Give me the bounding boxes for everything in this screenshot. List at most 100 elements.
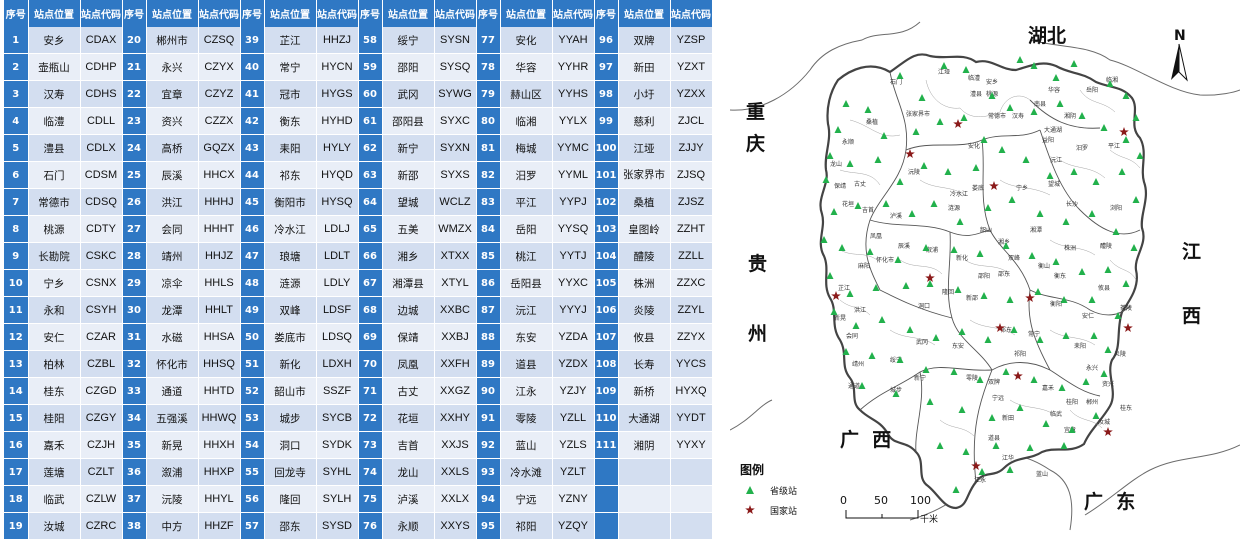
table-row: 4 临澧 CDLL 23 资兴 CZZX 42 衡东 HYHD 61 邵阳县 SYXC 80 临湘 YYLX… (4, 107, 713, 135)
station-code-cell: ZJJY (670, 134, 713, 162)
county-label: 醴陵 (1100, 242, 1112, 250)
national-station-marker (995, 323, 1005, 332)
provincial-station-marker (866, 248, 874, 255)
station-serial-cell: 27 (122, 215, 147, 243)
station-serial-cell: 76 (358, 512, 383, 540)
station-code-cell: CZBL (80, 350, 123, 378)
station-code-cell: LDSF (316, 296, 359, 324)
county-label: 湘潭 (1030, 226, 1042, 234)
station-code-cell: HHCX (198, 161, 241, 189)
station-location-cell: 沅江 (500, 296, 553, 324)
provincial-station-marker (1092, 412, 1100, 419)
station-location-cell: 新晃 (146, 431, 199, 459)
station-serial-cell: 108 (594, 350, 619, 378)
provincial-station-marker (922, 366, 930, 373)
station-serial-cell: 106 (594, 296, 619, 324)
station-serial-cell: 86 (476, 269, 501, 297)
provincial-station-marker (980, 292, 988, 299)
county-label: 辰溪 (898, 242, 910, 250)
station-serial-cell: 89 (476, 350, 501, 378)
station-location-cell: 湘潭县 (382, 269, 435, 297)
station-serial-cell: 8 (4, 215, 29, 243)
county-label: 泸溪 (890, 212, 902, 220)
hunan-station-map: 湖北 重 庆 贵 州 江 西 广 西 广 东 N 石门 江垭 张家界市 临澧 常德市 桑植… (730, 0, 1240, 541)
station-serial-cell: 60 (358, 80, 383, 108)
provincial-station-marker (1136, 152, 1144, 159)
station-code-cell: CSNX (80, 269, 123, 297)
station-location-cell: 新桥 (618, 377, 671, 405)
station-code-cell: WCLZ (434, 188, 477, 216)
station-serial-cell: 53 (240, 404, 265, 432)
county-label: 常宁 (1028, 330, 1040, 338)
county-label: 沅江 (1050, 156, 1062, 164)
county-label: 石门 (890, 78, 902, 86)
station-code-cell: HHJZ (198, 242, 241, 270)
station-code-cell: YZSP (670, 27, 713, 54)
provincial-station-marker (826, 152, 834, 159)
provincial-station-marker (896, 178, 904, 185)
station-location-cell: 隆回 (264, 485, 317, 513)
county-label: 新晃 (834, 314, 846, 322)
station-code-cell: CZLW (80, 485, 123, 513)
provincial-station-marker (940, 62, 948, 69)
station-serial-cell: 46 (240, 215, 265, 243)
station-location-cell: 长寿 (618, 350, 671, 378)
station-location-cell: 吉首 (382, 431, 435, 459)
scale-tick-100: 100 (910, 494, 931, 507)
provincial-station-marker (1088, 210, 1096, 217)
station-code-cell: YZDA (552, 323, 595, 351)
provincial-station-marker (1042, 420, 1050, 427)
station-serial-cell: 63 (358, 161, 383, 189)
station-location-cell: 古丈 (382, 377, 435, 405)
county-label: 桂阳 (1066, 398, 1078, 406)
provincial-station-marker (972, 164, 980, 171)
station-location-cell: 新田 (618, 53, 671, 81)
table-row: 1 安乡 CDAX 20 郴州市 CZSQ 39 芷江 HHZJ 58 绥宁 SYSN 77 安化 YYAH… (4, 27, 713, 54)
station-code-cell: YYXC (552, 269, 595, 297)
county-label: 古丈 (854, 180, 866, 188)
county-label: 吉首 (862, 206, 874, 214)
table-header-cell: 站点代码 (434, 0, 477, 27)
station-code-cell: HYLY (316, 134, 359, 162)
station-location-cell: 江垭 (618, 134, 671, 162)
county-label: 花垣 (842, 200, 854, 208)
station-serial-cell: 99 (594, 107, 619, 135)
station-code-cell: YYPJ (552, 188, 595, 216)
station-serial-cell: 97 (594, 53, 619, 81)
station-code-cell: XXGZ (434, 377, 477, 405)
station-serial-cell: 70 (358, 350, 383, 378)
station-code-cell: HYGS (316, 80, 359, 108)
station-location-cell: 五强溪 (146, 404, 199, 432)
station-code-cell: CDAX (80, 27, 123, 54)
label-jiangxi-2: 西 (1182, 305, 1201, 327)
station-serial-cell: 16 (4, 431, 29, 459)
provincial-station-marker (1056, 100, 1064, 107)
station-code-cell: CZYZ (198, 80, 241, 108)
provincial-station-marker (902, 282, 910, 289)
station-serial-cell: 31 (122, 323, 147, 351)
county-label: 安乡 (986, 78, 998, 86)
county-label: 溆浦 (926, 246, 938, 254)
station-serial-cell: 93 (476, 458, 501, 486)
table-header-cell: 序号 (240, 0, 265, 27)
legend-title: 图例 (740, 462, 764, 477)
county-label: 洪江 (854, 306, 866, 314)
provincial-station-marker (1100, 124, 1108, 131)
county-label: 临澧 (968, 74, 980, 82)
station-location-cell: 皇图岭 (618, 215, 671, 243)
station-code-cell: CZYX (198, 53, 241, 81)
label-chongqing-2: 庆 (746, 132, 765, 155)
station-code-cell: XTXX (434, 242, 477, 270)
station-serial-cell: 12 (4, 323, 29, 351)
county-label: 洞口 (918, 302, 930, 310)
station-code-cell: HHHJ (198, 188, 241, 216)
county-label: 涟源 (948, 204, 960, 212)
station-code-cell (670, 512, 713, 540)
provincial-station-marker (1006, 296, 1014, 303)
station-location-cell: 梅城 (500, 134, 553, 162)
table-row: 6 石门 CDSM 25 辰溪 HHCX 44 祁东 HYQD 63 新邵 SYXS 82 汨罗 YYML 1… (4, 161, 713, 189)
station-code-cell: XTYL (434, 269, 477, 297)
provincial-station-marker (1122, 280, 1130, 287)
label-guangdong: 广 东 (1084, 490, 1135, 513)
